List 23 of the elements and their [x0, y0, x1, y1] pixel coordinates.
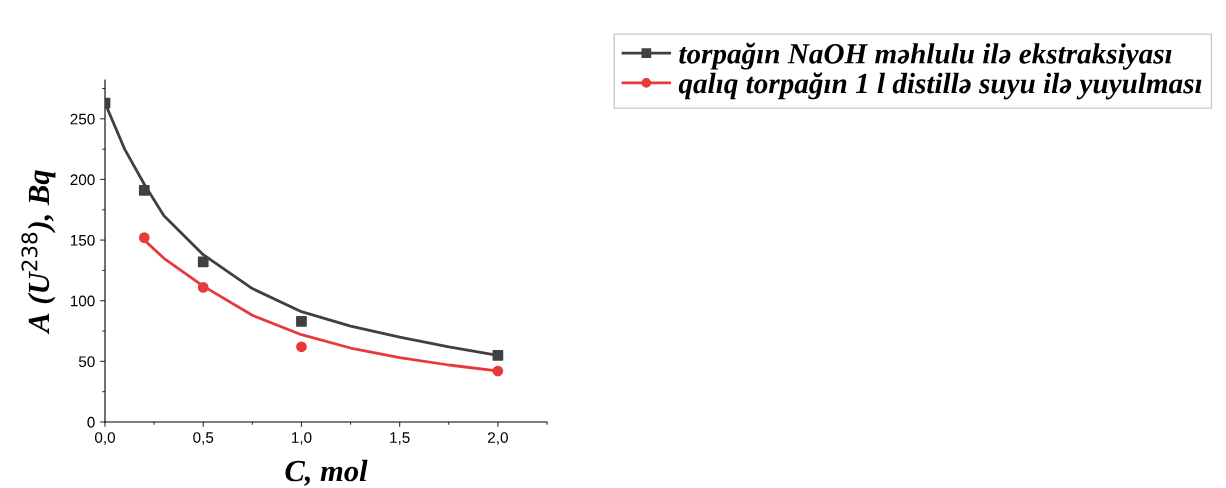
point	[492, 349, 504, 361]
point	[296, 315, 307, 327]
x-tick-label: 0,5	[193, 432, 214, 445]
x-tick-label: 1,0	[291, 432, 312, 445]
point	[138, 232, 150, 244]
point	[296, 341, 307, 353]
y-tick-label: 150	[70, 234, 95, 246]
x-tick-label: 2,0	[488, 432, 508, 445]
legend-label: qalıq torpağın 1 l distillə suyu ilə yuyulması	[678, 72, 1202, 100]
y-tick-label: 0	[87, 416, 95, 428]
point	[197, 282, 209, 293]
y-tick-label: 100	[70, 295, 95, 307]
point	[492, 365, 504, 377]
y-tick-label: 50	[78, 356, 95, 368]
y-axis-title: A (U$^{238}$), Bq	[21, 170, 56, 335]
point	[138, 185, 150, 196]
x-axis-title: C, mol	[285, 459, 368, 486]
point	[197, 256, 209, 268]
x-tick-label: 0,0	[94, 432, 116, 445]
legend-label: torpağın NaOH məhlulu ilə ekstraksiyası	[679, 42, 1172, 70]
y-tick-label: 250	[70, 113, 95, 125]
x-tick-label: 1,5	[390, 432, 410, 445]
y-tick-label: 200	[70, 174, 95, 186]
